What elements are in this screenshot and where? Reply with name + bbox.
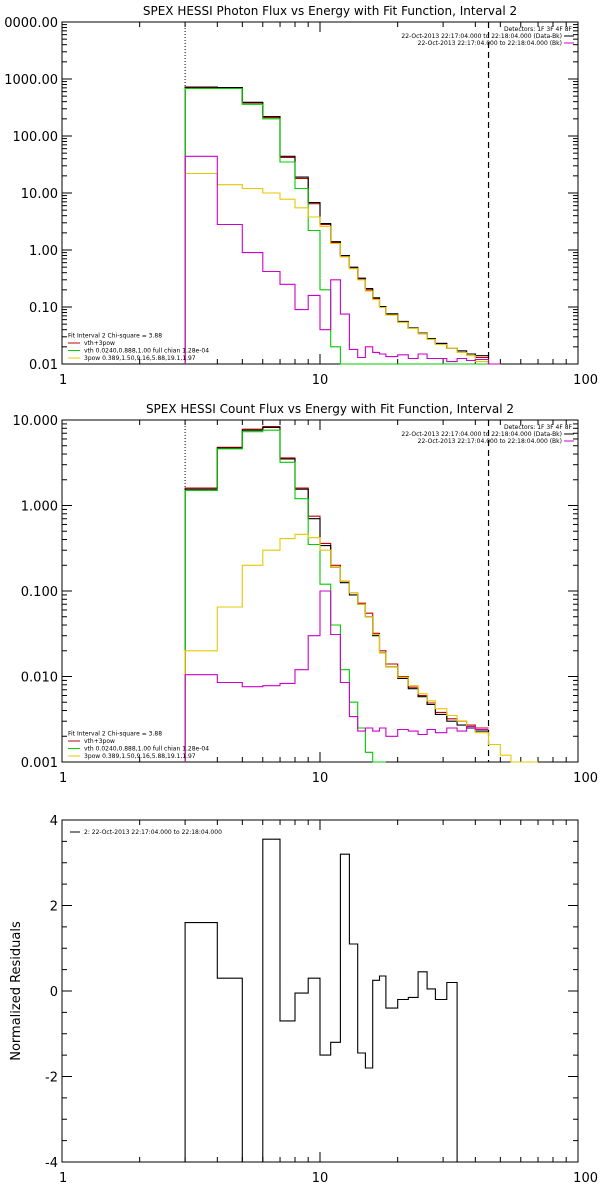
x-tick-label: 1 (59, 1171, 67, 1186)
residuals-panel: 1 10 100 -4 -2 0 2 4 Normalized Residuals 2: 22-O… (9, 814, 598, 1186)
series-line-2 (184, 429, 386, 763)
y-tick-label: 0 (50, 985, 58, 1000)
legend-bottom-entry: vth 0.0240,0.888,1.00 full chian 1.28e-0… (84, 348, 209, 355)
series-line-1 (184, 426, 489, 762)
x-tick-label: 1 (59, 771, 67, 786)
y-tick-label: 0.001 (21, 756, 58, 771)
y-tick-label: -4 (45, 1156, 58, 1171)
legend-bottom-header: Fit Interval 2 Chi-square = 3.88 (68, 333, 162, 340)
series-line-2 (184, 87, 501, 365)
series-line-0 (184, 87, 501, 365)
x-tick-label: 100 (573, 1171, 598, 1186)
x-tick-label: 100 (573, 771, 598, 786)
legend-top-entry: 22-Oct-2013 22:17:04.000 to 22:18:04.000… (418, 40, 562, 47)
y-tick-label: 2 (50, 900, 58, 915)
x-tick-label: 10 (312, 373, 329, 388)
series-line-1 (184, 86, 501, 365)
legend-top-header: Detectors: 1F 3F 4F 8F (504, 424, 573, 431)
x-tick-label: 1 (59, 373, 67, 388)
legend-bottom-entry: 3pow 0.389,1.50,9.16,5.88,19.1,1.97 (84, 753, 196, 760)
photon-flux-panel: SPEX HESSI Photon Flux vs Energy with Fi… (4, 4, 598, 388)
legend-bottom-entry: vth 0.0240,0.888,1.00 full chian 1.28e-0… (84, 746, 209, 753)
y-tick-label: 0.01 (29, 358, 58, 373)
y-tick-label: 0000.00 (4, 16, 58, 31)
y-tick-label: 1.000 (21, 500, 58, 515)
x-tick-label: 10 (312, 771, 329, 786)
count-flux-panel: SPEX HESSI Count Flux vs Energy with Fit… (13, 402, 599, 786)
y-tick-label: 1000.00 (4, 73, 58, 88)
x-tick-label: 10 (312, 1171, 329, 1186)
legend-bottom-header: Fit Interval 2 Chi-square = 3.88 (68, 731, 162, 738)
y-tick-label: 10.00 (21, 187, 58, 202)
y-axis-label: Normalized Residuals (9, 921, 24, 1061)
x-tick-label: 100 (573, 373, 598, 388)
legend-top-entry: 2: 22-Oct-2013 22:17:04.000 to 22:18:04.… (84, 829, 222, 836)
series-line-0 (184, 838, 458, 1163)
series-line-3 (184, 172, 501, 365)
y-tick-label: 0.100 (21, 585, 58, 600)
legend-bottom-entry: 3pow 0.389,1.50,9.16,5.88,19.1,1.97 (84, 355, 196, 362)
y-tick-label: 0.010 (21, 671, 58, 686)
chart-title: SPEX HESSI Photon Flux vs Energy with Fi… (143, 4, 517, 18)
y-tick-label: 100.00 (13, 130, 59, 145)
y-tick-label: 4 (50, 814, 58, 829)
legend-top-entry: 22-Oct-2013 22:17:04.000 to 22:18:04.000… (418, 438, 562, 445)
series-line-0 (184, 425, 489, 762)
legend-top-entry: 22-Oct-2013 22:17:04.000 to 22:18:04.000… (401, 33, 562, 40)
series-line-4 (184, 590, 489, 762)
y-tick-label: -2 (45, 1071, 58, 1086)
legend-top-entry: 22-Oct-2013 22:17:04.000 to 22:18:04.000… (401, 431, 562, 438)
y-tick-label: 10.000 (13, 414, 59, 429)
legend-top-header: Detectors: 1F 3F 4F 8F (504, 26, 573, 33)
legend-bottom-entry: vth+3pow (84, 738, 115, 745)
series-line-4 (184, 155, 501, 365)
y-tick-label: 1.00 (29, 244, 58, 259)
legend-bottom-entry: vth+3pow (84, 340, 115, 347)
chart-title: SPEX HESSI Count Flux vs Energy with Fit… (146, 402, 514, 416)
y-tick-label: 0.10 (29, 301, 58, 316)
